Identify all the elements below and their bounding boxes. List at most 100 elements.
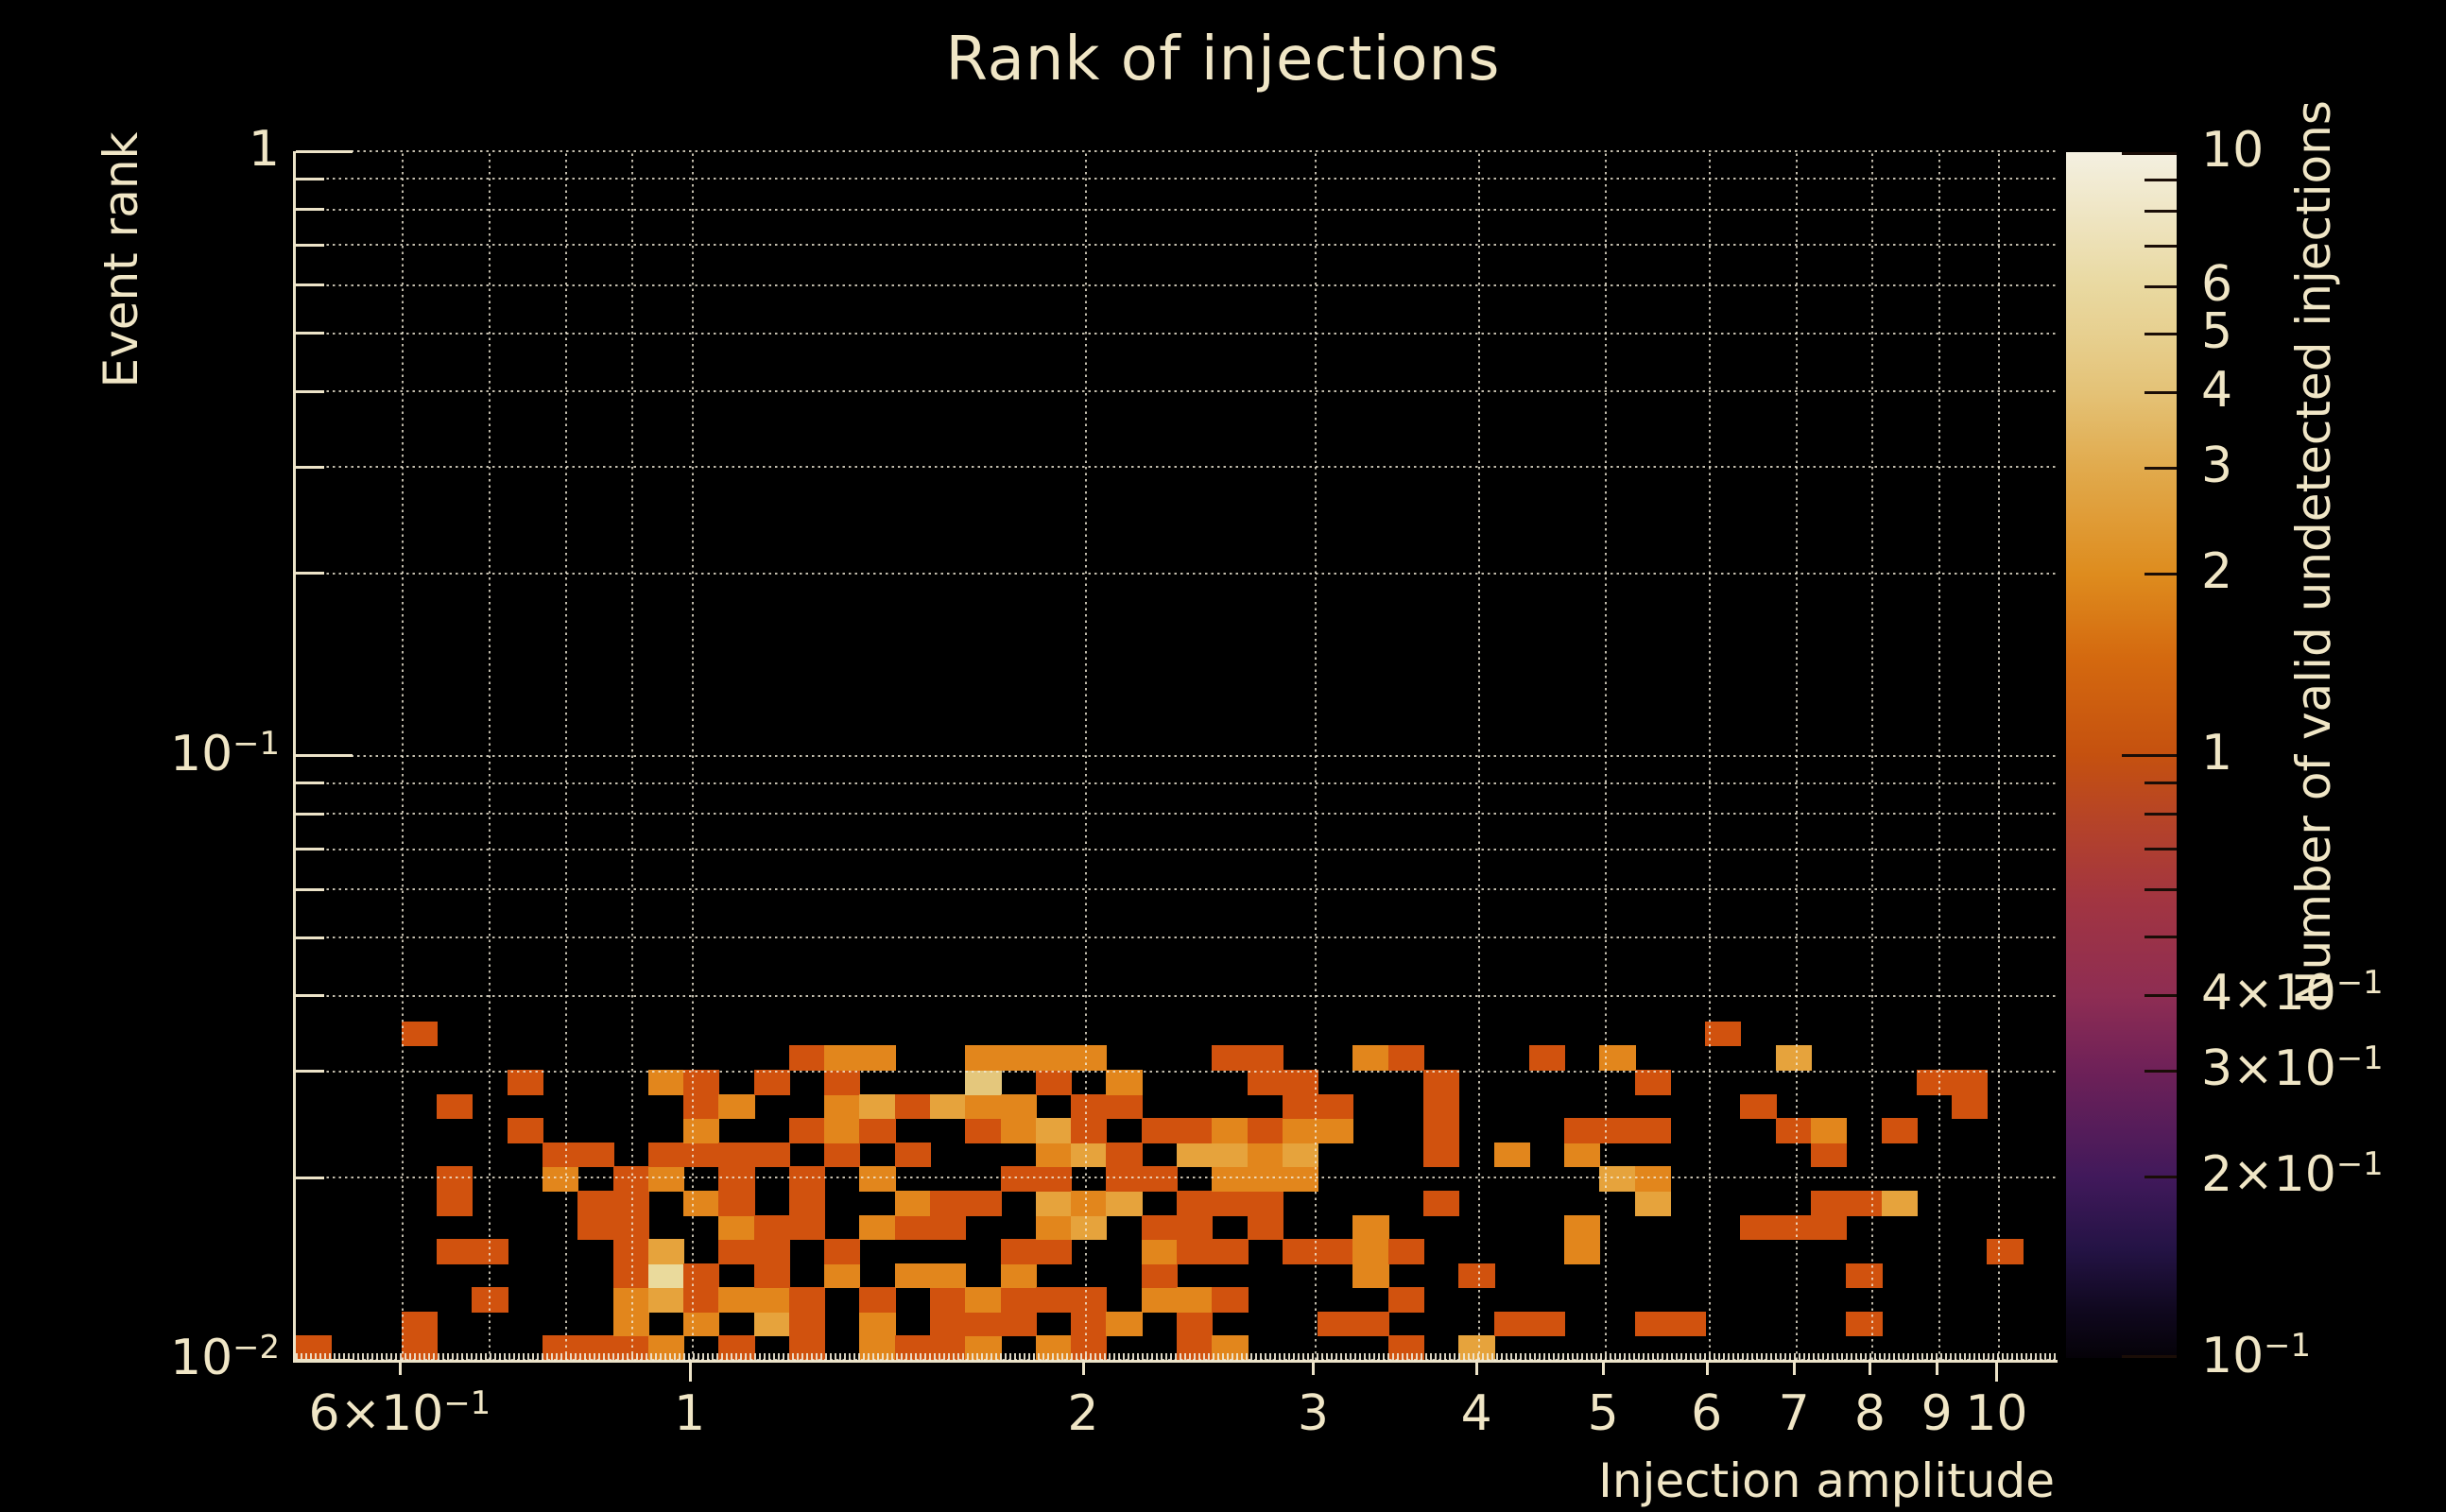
heatmap-cell bbox=[1811, 1142, 1848, 1168]
heatmap-cell bbox=[824, 1045, 861, 1072]
heatmap-cell bbox=[1212, 1287, 1249, 1313]
y-gridline bbox=[296, 1070, 2058, 1073]
heatmap-cell bbox=[753, 1070, 790, 1095]
heatmap-cell bbox=[1247, 1045, 1283, 1072]
superscript-exponent: −1 bbox=[233, 724, 280, 762]
heatmap-cell bbox=[683, 1070, 720, 1095]
y-tick-mark bbox=[296, 782, 324, 785]
colorbar-tick-mark bbox=[2145, 390, 2177, 394]
y-gridline bbox=[296, 332, 2058, 335]
heatmap-cell bbox=[1035, 1214, 1073, 1241]
y-tick-mark bbox=[296, 1176, 324, 1179]
y-tick-label: 10−2 bbox=[170, 1329, 280, 1386]
heatmap-cell bbox=[1740, 1214, 1777, 1241]
heatmap-cell bbox=[1141, 1118, 1178, 1143]
y-tick-mark bbox=[296, 149, 353, 153]
heatmap-cell bbox=[1000, 1118, 1037, 1143]
heatmap-cell bbox=[1212, 1142, 1249, 1168]
x-tick-mark bbox=[1081, 1363, 1085, 1375]
heatmap-cell bbox=[577, 1190, 614, 1216]
heatmap-cell bbox=[1282, 1118, 1319, 1143]
heatmap-cell bbox=[965, 1045, 1002, 1072]
heatmap-cell bbox=[683, 1118, 720, 1143]
colorbar-tick-mark bbox=[2145, 993, 2177, 997]
heatmap-cell bbox=[1352, 1263, 1389, 1289]
y-tick-label: 10−1 bbox=[170, 724, 280, 782]
x-tick-mark bbox=[398, 1363, 402, 1375]
y-gridline bbox=[296, 888, 2058, 891]
heatmap-cell bbox=[1177, 1118, 1214, 1143]
y-tick-mark bbox=[296, 389, 324, 393]
heatmap-cell bbox=[1318, 1239, 1354, 1264]
colorbar-tick-mark bbox=[2145, 1069, 2177, 1073]
heatmap-cell bbox=[1071, 1118, 1108, 1143]
x-tick-label: 5 bbox=[1587, 1385, 1619, 1442]
y-gridline bbox=[296, 754, 2058, 757]
heatmap-cell bbox=[683, 1287, 720, 1313]
heatmap-cell bbox=[824, 1093, 861, 1120]
heatmap-cell bbox=[718, 1287, 755, 1313]
heatmap-cell bbox=[824, 1142, 861, 1168]
heatmap-cell bbox=[930, 1311, 967, 1337]
y-tick-mark bbox=[296, 848, 324, 851]
y-tick-mark bbox=[296, 332, 324, 335]
heatmap-cell bbox=[1318, 1118, 1354, 1143]
y-gridline bbox=[296, 150, 2058, 152]
heatmap-cell bbox=[1422, 1070, 1460, 1095]
heatmap-cell bbox=[507, 1118, 543, 1143]
heatmap-cell bbox=[1071, 1311, 1108, 1337]
y-tick-mark bbox=[296, 936, 324, 939]
colorbar-tick-label: 3×10−1 bbox=[2201, 1039, 2384, 1097]
heatmap-cell bbox=[1000, 1093, 1037, 1120]
heatmap-cell bbox=[647, 1166, 685, 1192]
heatmap-cell bbox=[1035, 1045, 1073, 1072]
heatmap-cell bbox=[1106, 1070, 1143, 1095]
heatmap-cell bbox=[1634, 1311, 1671, 1337]
heatmap-cell bbox=[1740, 1093, 1777, 1120]
heatmap-cell bbox=[824, 1239, 861, 1264]
heatmap-cell bbox=[965, 1093, 1002, 1120]
heatmap-cell bbox=[1564, 1118, 1601, 1143]
heatmap-cell bbox=[1141, 1239, 1178, 1264]
colorbar-tick-label: 2 bbox=[2201, 542, 2233, 600]
heatmap-cell bbox=[1352, 1214, 1389, 1241]
heatmap-cell bbox=[1035, 1118, 1073, 1143]
colorbar-tick-mark bbox=[2145, 333, 2177, 336]
colorbar-tick-mark bbox=[2145, 936, 2177, 939]
colorbar-tick-mark bbox=[2145, 812, 2177, 816]
heatmap-cell bbox=[859, 1093, 896, 1120]
heatmap-cell bbox=[1141, 1166, 1178, 1192]
heatmap-cell bbox=[1177, 1142, 1214, 1168]
heatmap-cell bbox=[753, 1214, 790, 1241]
heatmap-cell bbox=[1071, 1287, 1108, 1313]
x-tick-mark bbox=[1793, 1363, 1797, 1375]
heatmap-cell bbox=[1811, 1190, 1848, 1216]
heatmap-cell bbox=[437, 1093, 474, 1120]
heatmap-cell bbox=[647, 1070, 685, 1095]
heatmap-cell bbox=[1071, 1190, 1108, 1216]
superscript-exponent: −1 bbox=[443, 1384, 491, 1422]
heatmap-cell bbox=[1071, 1142, 1108, 1168]
heatmap-cell bbox=[859, 1045, 896, 1072]
x-tick-label: 1 bbox=[674, 1385, 706, 1442]
y-tick-mark bbox=[296, 208, 324, 212]
heatmap-cell bbox=[1564, 1214, 1601, 1241]
heatmap-cell bbox=[1000, 1239, 1037, 1264]
heatmap-cell bbox=[1141, 1214, 1178, 1241]
heatmap-cell bbox=[1106, 1166, 1143, 1192]
x-axis-minor-tick-comb bbox=[296, 1353, 2058, 1360]
y-gridline bbox=[296, 848, 2058, 850]
x-axis-label: Injection amplitude bbox=[1598, 1453, 2055, 1508]
heatmap-cell bbox=[1247, 1118, 1283, 1143]
heatmap-cell bbox=[612, 1190, 649, 1216]
colorbar-tick-mark bbox=[2145, 466, 2177, 470]
heatmap-cell bbox=[577, 1142, 614, 1168]
heatmap-cell bbox=[1846, 1311, 1883, 1337]
heatmap-cell bbox=[401, 1021, 439, 1047]
heatmap-cell bbox=[1106, 1093, 1143, 1120]
y-gridline bbox=[296, 390, 2058, 393]
heatmap-cell bbox=[1705, 1021, 1742, 1047]
heatmap-cell bbox=[1528, 1311, 1566, 1337]
heatmap-cell bbox=[894, 1142, 932, 1168]
heatmap-cell bbox=[788, 1214, 826, 1241]
